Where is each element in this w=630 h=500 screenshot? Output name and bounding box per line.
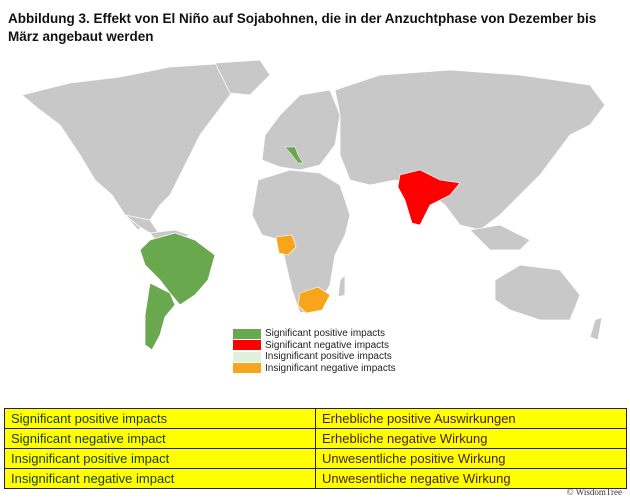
world-map [21, 59, 606, 351]
table-row: Insignificant negative impact Unwesentlic… [4, 468, 627, 489]
english-cell: Insignificant negative impact [4, 468, 316, 489]
legend-swatch [233, 340, 261, 351]
legend-label: Insignificant negative impacts [265, 362, 396, 374]
english-cell: Significant negative impact [4, 428, 316, 449]
legend-item: Insignificant positive impacts [233, 351, 396, 363]
nigeria [275, 234, 297, 256]
southeast-asia [469, 224, 531, 251]
german-cell: Erhebliche positive Auswirkungen [315, 408, 627, 429]
north-america [21, 62, 251, 231]
legend-label: Insignificant positive impacts [265, 351, 392, 363]
legend-label: Significant negative impacts [265, 339, 389, 351]
english-cell: Significant positive impacts [4, 408, 316, 429]
figure-title: Abbildung 3. Effekt von El Niño auf Soja… [8, 11, 597, 44]
australia [494, 264, 581, 321]
brazil [139, 232, 216, 306]
legend-swatch [233, 328, 261, 339]
europe [261, 89, 341, 171]
table-row: Significant negative impact Erhebliche ne… [4, 428, 627, 449]
greenland [214, 59, 271, 96]
legend-swatch [233, 351, 261, 362]
table-row: Significant positive impacts Erhebliche p… [4, 408, 627, 429]
legend-item: Significant positive impacts [233, 328, 396, 340]
italy [284, 146, 304, 164]
legend-label: Significant positive impacts [265, 328, 386, 340]
german-cell: Erhebliche negative Wirkung [315, 428, 627, 449]
africa [251, 169, 351, 314]
asia [334, 69, 606, 231]
copyright: © WisdomTree [566, 487, 622, 497]
legend-swatch [233, 363, 261, 374]
legend-item: Insignificant negative impacts [233, 363, 396, 375]
map-legend: Significant positive impacts Significant… [233, 328, 396, 374]
german-cell: Unwesentliche negative Wirkung [315, 468, 627, 489]
argentina [144, 282, 176, 351]
south-africa [297, 286, 331, 314]
new-zealand [589, 316, 603, 341]
table-row: Insignificant positive impact Unwesentlic… [4, 448, 627, 469]
english-cell: Insignificant positive impact [4, 448, 316, 469]
india [397, 169, 461, 226]
german-cell: Unwesentliche positive Wirkung [315, 448, 627, 469]
translation-table: Significant positive impacts Erhebliche p… [4, 408, 627, 489]
legend-item: Significant negative impacts [233, 340, 396, 352]
madagascar [337, 274, 346, 298]
